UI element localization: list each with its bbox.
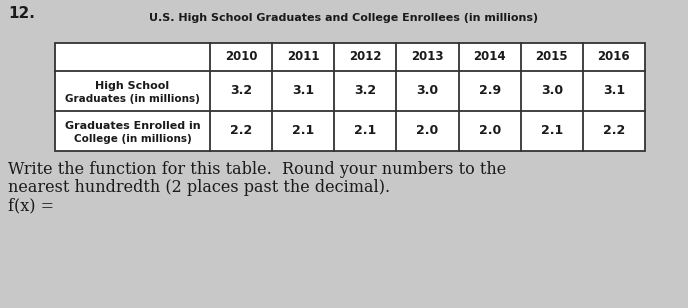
Text: 2.9: 2.9 <box>479 84 501 98</box>
Text: 2012: 2012 <box>349 51 382 63</box>
Text: 2.1: 2.1 <box>541 124 563 137</box>
Text: 2014: 2014 <box>473 51 506 63</box>
Text: Write the function for this table.  Round your numbers to the: Write the function for this table. Round… <box>8 161 506 178</box>
Text: 2.0: 2.0 <box>416 124 439 137</box>
Text: 2015: 2015 <box>535 51 568 63</box>
Text: 3.0: 3.0 <box>416 84 438 98</box>
Text: 2016: 2016 <box>598 51 630 63</box>
Text: 2.2: 2.2 <box>603 124 625 137</box>
Text: Graduates Enrolled in: Graduates Enrolled in <box>65 121 200 131</box>
Text: 2.1: 2.1 <box>354 124 376 137</box>
Text: 2.0: 2.0 <box>479 124 501 137</box>
Text: 3.2: 3.2 <box>354 84 376 98</box>
Text: U.S. High School Graduates and College Enrollees (in millions): U.S. High School Graduates and College E… <box>149 13 539 23</box>
Text: 3.2: 3.2 <box>230 84 252 98</box>
Text: 3.1: 3.1 <box>603 84 625 98</box>
Bar <box>55 43 645 151</box>
Text: f(x) =: f(x) = <box>8 197 54 214</box>
Text: College (in millions): College (in millions) <box>74 134 191 144</box>
Text: 2011: 2011 <box>287 51 319 63</box>
Bar <box>55 43 645 151</box>
Text: nearest hundredth (2 places past the decimal).: nearest hundredth (2 places past the dec… <box>8 179 390 196</box>
Text: 3.1: 3.1 <box>292 84 314 98</box>
Text: High School: High School <box>96 81 169 91</box>
Text: 3.0: 3.0 <box>541 84 563 98</box>
Text: 2013: 2013 <box>411 51 444 63</box>
Text: 2.1: 2.1 <box>292 124 314 137</box>
Text: 2010: 2010 <box>225 51 257 63</box>
Text: 12.: 12. <box>8 6 35 21</box>
Text: 2.2: 2.2 <box>230 124 252 137</box>
Text: Graduates (in millions): Graduates (in millions) <box>65 94 200 104</box>
